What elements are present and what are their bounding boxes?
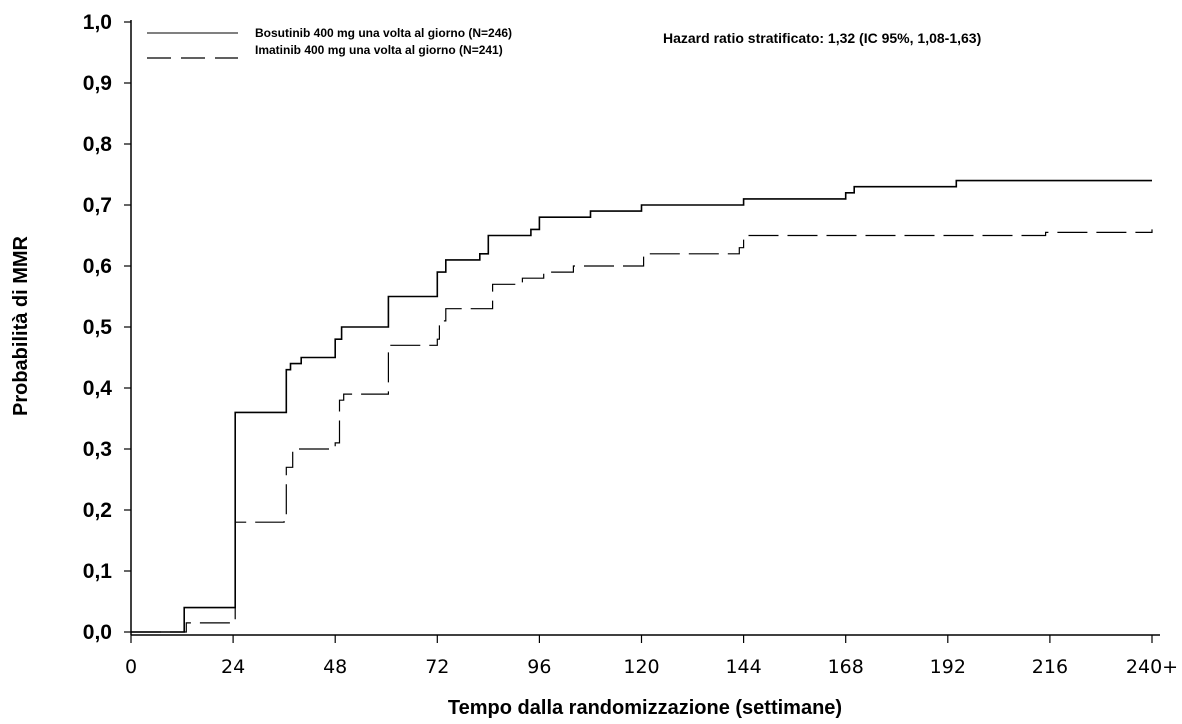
y-axis-title: Probabilità di MMR bbox=[10, 235, 32, 416]
legend-label-bosutinib: Bosutinib 400 mg una volta al giorno (N=… bbox=[255, 26, 512, 40]
x-tick-label: 0 bbox=[125, 656, 137, 678]
x-tick-label: 72 bbox=[425, 656, 449, 678]
y-tick-label: 0,6 bbox=[83, 255, 112, 278]
x-tick-label: 96 bbox=[527, 656, 551, 678]
y-tick-label: 0,4 bbox=[83, 377, 113, 400]
x-axis-title: Tempo dalla randomizzazione (settimane) bbox=[448, 697, 842, 719]
x-tick-label: 192 bbox=[930, 656, 966, 678]
x-ticks: 0 24 48 72 96 120 144 168 192 216 240+ bbox=[125, 635, 1178, 678]
x-tick-label: 168 bbox=[828, 656, 864, 678]
imatinib-curve bbox=[131, 229, 1153, 633]
x-tick-label: 216 bbox=[1032, 656, 1068, 678]
bosutinib-curve bbox=[131, 179, 1152, 633]
series-layer bbox=[131, 179, 1153, 633]
y-tick-label: 0,5 bbox=[83, 316, 113, 339]
y-ticks: 0,0 0,1 0,2 0,3 0,4 0,5 0,6 0,7 0,8 0,9 1,0 bbox=[83, 11, 131, 644]
x-tick-label: 120 bbox=[623, 656, 659, 678]
y-tick-label: 0,0 bbox=[83, 621, 112, 644]
x-tick-label: 48 bbox=[323, 656, 347, 678]
plot-area: 0,0 0,1 0,2 0,3 0,4 0,5 0,6 0,7 0,8 0,9 1,0 0 24 48 7… bbox=[83, 11, 1178, 678]
y-tick-label: 0,1 bbox=[83, 560, 113, 583]
y-tick-label: 0,9 bbox=[83, 72, 112, 95]
legend: Bosutinib 400 mg una volta al giorno (N=… bbox=[147, 26, 512, 59]
y-tick-label: 1,0 bbox=[83, 11, 112, 34]
hazard-ratio-annotation: Hazard ratio stratificato: 1,32 (IC 95%,… bbox=[663, 30, 981, 46]
y-tick-label: 0,3 bbox=[83, 438, 112, 461]
x-tick-label: 24 bbox=[221, 656, 245, 678]
y-tick-label: 0,8 bbox=[83, 133, 113, 156]
y-tick-label: 0,7 bbox=[83, 194, 112, 217]
x-tick-label: 240+ bbox=[1126, 656, 1178, 678]
y-tick-label: 0,2 bbox=[83, 499, 112, 522]
legend-label-imatinib: Imatinib 400 mg una volta al giorno (N=2… bbox=[255, 43, 503, 57]
x-tick-label: 144 bbox=[725, 656, 761, 678]
